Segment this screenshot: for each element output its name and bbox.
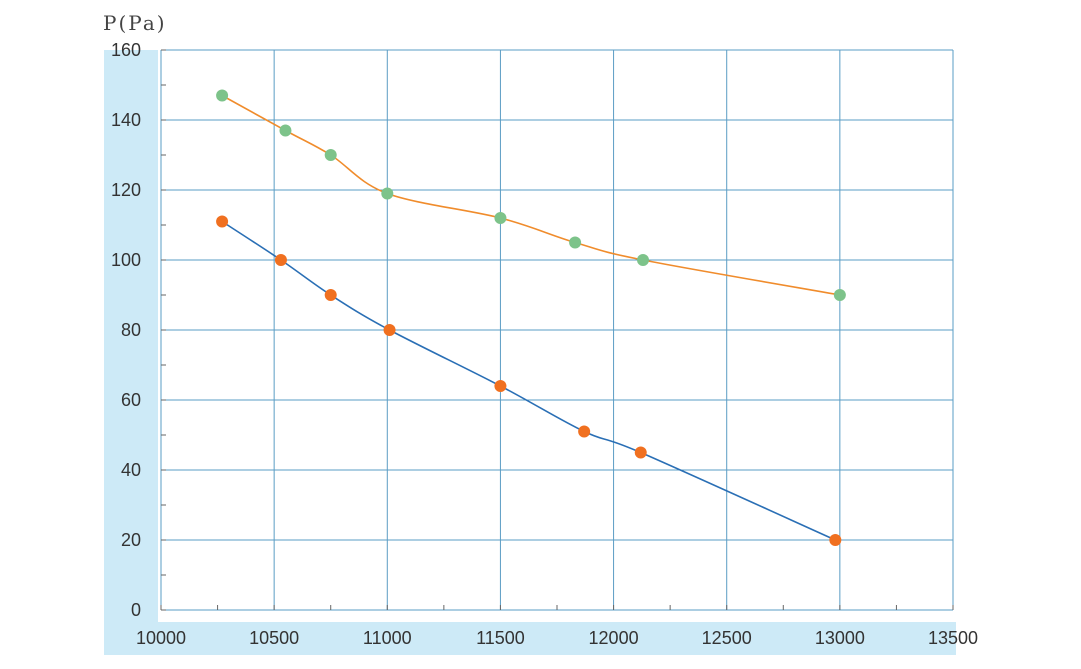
y-tick-label: 20 — [121, 530, 141, 550]
series-1-point — [216, 89, 229, 102]
series-2-point — [324, 289, 337, 301]
series-1-point — [381, 187, 394, 200]
series-2-point — [216, 215, 229, 228]
y-tick-label: 60 — [121, 390, 141, 410]
series-1-point — [494, 212, 507, 224]
series-1-point — [279, 124, 292, 137]
y-tick-label: 120 — [111, 180, 141, 200]
y-tick-label: 40 — [121, 460, 141, 480]
minor-ticks — [160, 49, 954, 611]
y-tick-labels: 0 20 40 60 80 100 120 140 160 — [111, 40, 141, 620]
x-tick-label: 11500 — [476, 628, 525, 648]
y-tick-label: 160 — [111, 40, 141, 60]
series-2-point — [274, 254, 287, 266]
series-2-curve — [221, 220, 836, 541]
x-tick-label: 10000 — [136, 628, 186, 648]
x-tick-label: 11000 — [363, 628, 412, 648]
y-axis-label: P(Pa) — [103, 11, 167, 35]
x-tick-label: 10500 — [249, 628, 299, 648]
fit-curves — [221, 94, 840, 541]
y-tick-label: 140 — [111, 110, 141, 130]
grid — [160, 49, 954, 611]
series-1-point — [569, 236, 582, 249]
x-tick-label: 12500 — [702, 628, 752, 648]
series-2-point — [829, 534, 842, 546]
series-2-point — [494, 380, 507, 392]
x-axis-band — [104, 622, 956, 655]
series-1-point — [324, 149, 337, 161]
x-tick-label: 13500 — [928, 628, 978, 648]
y-axis-band — [104, 50, 158, 655]
series-2-point — [634, 446, 647, 459]
y-tick-label: 80 — [121, 320, 141, 340]
series-2-point — [578, 425, 591, 438]
series-1-point — [833, 289, 846, 301]
y-tick-label: 0 — [131, 600, 141, 620]
x-tick-labels: 10000 10500 11000 11500 12000 12500 13000 13500 — [136, 628, 978, 648]
series-1-point — [636, 254, 649, 266]
y-tick-label: 100 — [111, 250, 141, 270]
x-tick-label: 13000 — [815, 628, 865, 648]
series-2-point — [383, 324, 396, 336]
x-tick-label: 12000 — [589, 628, 639, 648]
axis-bands — [104, 50, 956, 655]
series-1-curve — [221, 94, 840, 296]
data-points — [216, 89, 846, 546]
